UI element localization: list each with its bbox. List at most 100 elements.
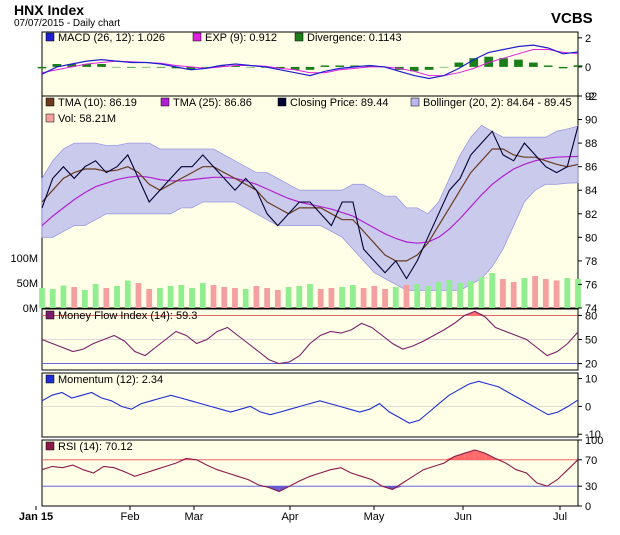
volume-bar xyxy=(178,285,185,308)
brand-label: VCBS xyxy=(551,10,593,27)
price-axis-tick-label: 92 xyxy=(585,91,597,103)
tma10-line xyxy=(41,148,579,262)
legend-exp-label: EXP (9): 0.912 xyxy=(205,32,277,44)
legend-tma25-label: TMA (25): 86.86 xyxy=(173,97,252,109)
divergence-bar xyxy=(156,66,166,68)
mfi-axis-tick-label: 80 xyxy=(585,310,597,322)
volume-bar xyxy=(328,288,335,308)
volume-bar xyxy=(349,285,356,308)
price-axis-tick-label: 82 xyxy=(585,209,597,221)
legend-vol-label: Vol: 58.21M xyxy=(58,113,116,125)
exp-line xyxy=(41,49,579,77)
divergence-bar xyxy=(82,64,92,67)
volume-bar xyxy=(371,286,378,308)
mfi-axis-tick-label: 50 xyxy=(585,335,597,347)
month-label: Jan 15 xyxy=(19,511,53,523)
legend-tma10-label: TMA (10): 86.19 xyxy=(58,97,137,109)
volume-bar xyxy=(360,288,367,308)
divergence-bar xyxy=(201,66,211,68)
divergence-bar xyxy=(528,62,538,67)
price-axis-tick-label: 86 xyxy=(585,162,597,174)
divergence-bar xyxy=(275,66,285,69)
rsi-overbought-fill xyxy=(444,456,455,460)
legend-exp-swatch xyxy=(192,32,202,42)
divergence-bar xyxy=(409,66,419,72)
rsi-axis-tick-label: 0 xyxy=(585,501,591,513)
volume-bar xyxy=(210,285,217,308)
volume-bar xyxy=(532,276,539,308)
divergence-bar xyxy=(365,65,374,67)
volume-bar xyxy=(157,288,163,308)
price-axis-tick-label: 90 xyxy=(585,115,597,127)
divergence-bar xyxy=(37,66,47,69)
volume-bar xyxy=(189,288,195,308)
volume-bar xyxy=(317,289,324,308)
volume-bar xyxy=(382,289,388,308)
month-label: Feb xyxy=(121,511,140,523)
divergence-bar xyxy=(439,66,449,68)
volume-bar xyxy=(339,287,346,308)
price-axis-tick-label: 84 xyxy=(585,185,597,197)
mfi-line xyxy=(41,310,579,365)
momentum-axis-tick-label: -10 xyxy=(585,429,601,441)
legend-tma25-swatch xyxy=(160,97,170,107)
rsi-overbought-fill xyxy=(454,453,465,460)
volume-bar xyxy=(392,287,399,308)
chart-title: HNX Index xyxy=(14,2,85,18)
divergence-bar xyxy=(305,66,315,70)
price-axis-tick-label: 74 xyxy=(585,303,597,315)
volume-axis-label: 0M xyxy=(23,303,38,315)
volume-bar xyxy=(232,288,238,308)
volume-bar xyxy=(274,290,281,308)
volume-bar xyxy=(435,282,442,308)
volume-bar xyxy=(510,282,517,308)
divergence-bar xyxy=(320,65,330,67)
volume-bar xyxy=(446,280,453,308)
legend-rsi-swatch xyxy=(45,441,55,451)
volume-bar xyxy=(103,288,110,308)
legend-momentum-label: Momentum (12): 2.34 xyxy=(58,374,163,386)
volume-bar xyxy=(564,278,571,308)
volume-bar xyxy=(221,287,228,308)
volume-bar xyxy=(553,280,560,308)
divergence-bar xyxy=(350,65,360,67)
volume-axis-label: 100M xyxy=(10,253,38,265)
volume-bar xyxy=(478,277,485,308)
divergence-bar xyxy=(499,58,508,67)
price-axis-tick-label: 78 xyxy=(585,256,597,268)
rsi-axis-tick-label: 100 xyxy=(585,435,603,447)
price-axis-tick-label: 80 xyxy=(585,232,597,244)
volume-bar xyxy=(135,283,142,308)
volume-bar xyxy=(124,280,131,308)
volume-bar xyxy=(500,279,506,308)
rsi-oversold-fill xyxy=(392,486,403,490)
rsi-axis-tick-label: 70 xyxy=(585,455,597,467)
divergence-bar xyxy=(216,65,226,67)
volume-bar xyxy=(253,286,260,308)
volume-bar xyxy=(467,281,474,308)
volume-bar xyxy=(542,279,549,308)
volume-axis-label: 50M xyxy=(17,278,38,290)
divergence-bar xyxy=(558,66,568,69)
volume-bar xyxy=(414,284,421,308)
legend-mfi-label: Money Flow Index (14): 59.3 xyxy=(58,310,197,322)
mfi-axis-tick-label: 20 xyxy=(585,359,597,371)
legend-vol-swatch xyxy=(45,113,55,123)
volume-bar xyxy=(167,286,174,308)
macd-line xyxy=(41,44,579,80)
price-axis-tick-label: 76 xyxy=(585,279,597,291)
volume-bar xyxy=(49,289,56,308)
volume-bar xyxy=(71,287,78,308)
rsi-panel xyxy=(41,439,579,507)
legend-close-label: Closing Price: 89.44 xyxy=(290,97,388,109)
divergence-bar xyxy=(171,66,181,69)
legend-bollinger-label: Bollinger (20, 2): 84.64 - 89.45 xyxy=(423,97,572,109)
divergence-bar xyxy=(469,58,479,67)
chart-subtitle: 07/07/2015 - Daily chart xyxy=(14,18,121,29)
volume-bar xyxy=(242,289,249,308)
macd-axis-tick-label: 0 xyxy=(585,62,591,74)
legend-mfi-swatch xyxy=(45,310,55,320)
volume-bar xyxy=(457,283,463,308)
volume-bar xyxy=(39,288,45,308)
divergence-bar xyxy=(335,65,345,67)
